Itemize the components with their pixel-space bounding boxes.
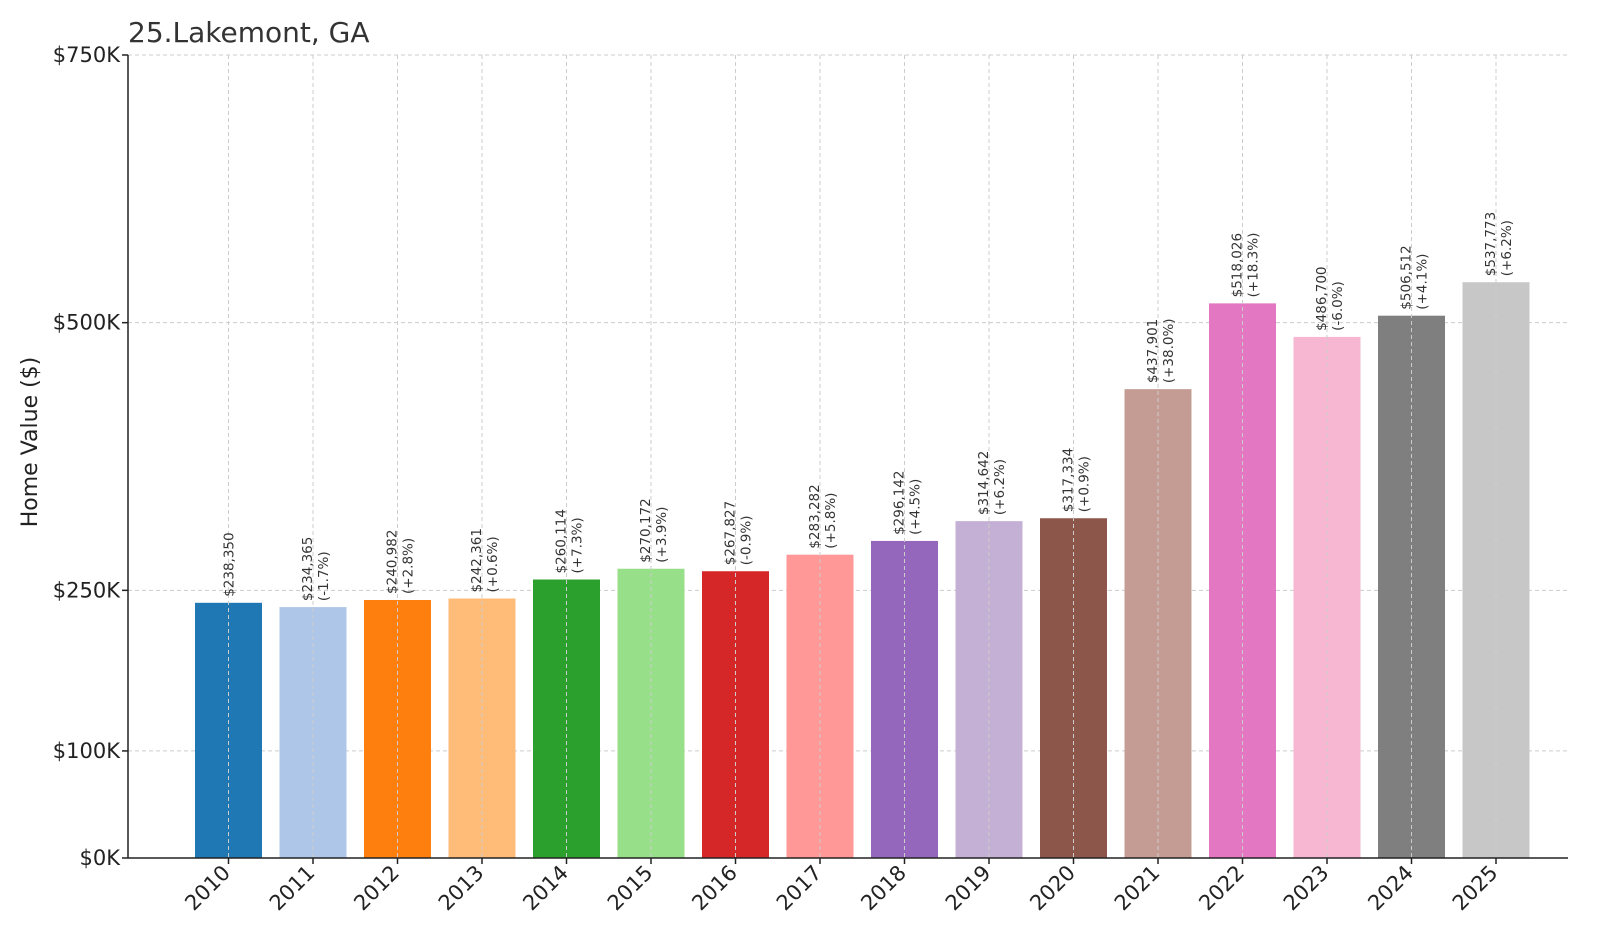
value-label-2012: $240,982 (385, 530, 401, 594)
x-tick-label-2010: 2010 (180, 861, 235, 916)
x-tick-label-2012: 2012 (349, 861, 404, 916)
y-tick-label: $0K (80, 846, 122, 870)
y-tick-label: $500K (53, 311, 121, 335)
change-label-2023: (-6.0%) (1330, 281, 1346, 331)
value-label-2019: $314,642 (976, 451, 992, 515)
value-label-2014: $260,114 (554, 509, 570, 573)
x-tick-label-2017: 2017 (772, 861, 827, 916)
x-tick-label-2024: 2024 (1363, 861, 1418, 916)
x-tick-label-2021: 2021 (1110, 861, 1165, 916)
x-tick-label-2011: 2011 (265, 861, 320, 916)
change-label-2013: (+0.6%) (485, 536, 501, 592)
change-label-2014: (+7.3%) (570, 517, 586, 573)
change-label-2016: (-0.9%) (739, 516, 755, 566)
change-label-2021: (+38.0%) (1161, 318, 1177, 383)
x-tick-label-2023: 2023 (1279, 861, 1334, 916)
x-tick-label-2016: 2016 (687, 861, 742, 916)
value-label-2010: $238,350 (222, 532, 238, 596)
value-label-2021: $437,901 (1145, 319, 1161, 383)
change-label-2020: (+0.9%) (1077, 456, 1093, 512)
x-tick-label-2013: 2013 (434, 861, 489, 916)
value-label-2013: $242,361 (469, 528, 485, 592)
y-tick-label: $750K (53, 43, 121, 67)
change-label-2012: (+2.8%) (401, 538, 417, 594)
y-axis-label: Home Value ($) (18, 357, 43, 528)
value-label-2024: $506,512 (1399, 245, 1415, 309)
value-label-2011: $234,365 (300, 537, 316, 601)
change-label-2017: (+5.8%) (823, 493, 839, 549)
value-label-2020: $317,334 (1061, 448, 1077, 512)
bar-2019 (955, 521, 1023, 858)
change-label-2018: (+4.5%) (908, 479, 924, 535)
change-label-2011: (-1.7%) (316, 551, 332, 601)
bar-2011 (279, 607, 347, 858)
x-tick-label-2019: 2019 (941, 861, 996, 916)
change-label-2024: (+4.1%) (1415, 254, 1431, 310)
change-label-2022: (+18.3%) (1246, 233, 1262, 298)
bars-layer (195, 282, 1530, 859)
change-label-2025: (+6.2%) (1499, 220, 1515, 276)
value-label-2016: $267,827 (723, 501, 739, 565)
x-tick-label-2025: 2025 (1448, 861, 1503, 916)
bar-2014 (533, 579, 600, 858)
axes-layer (122, 54, 1568, 864)
value-label-2015: $270,172 (638, 498, 654, 562)
y-tick-label: $100K (53, 739, 121, 763)
x-tick-label-2018: 2018 (856, 861, 911, 916)
x-tick-label-2022: 2022 (1194, 861, 1249, 916)
chart-title: 25.Lakemont, GA (128, 16, 370, 49)
x-tick-label-2020: 2020 (1025, 861, 1080, 916)
value-label-2022: $518,026 (1230, 233, 1246, 297)
value-label-2018: $296,142 (892, 471, 908, 535)
y-tick-label: $250K (53, 578, 121, 602)
change-label-2015: (+3.9%) (654, 507, 670, 563)
vertical-grid-layer (228, 55, 1497, 858)
value-label-2017: $283,282 (807, 484, 823, 548)
value-label-2023: $486,700 (1314, 266, 1330, 330)
value-label-2025: $537,773 (1483, 212, 1499, 276)
x-tick-label-2014: 2014 (518, 861, 573, 916)
x-tick-label-2015: 2015 (603, 861, 658, 916)
change-label-2019: (+6.2%) (992, 459, 1008, 515)
